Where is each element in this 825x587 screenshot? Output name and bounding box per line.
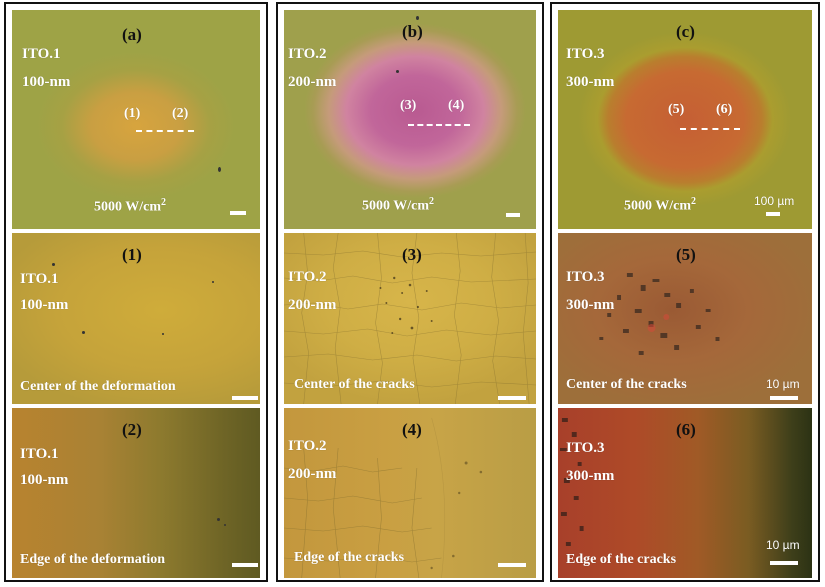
thickness-label: 300-nm: [566, 74, 615, 90]
power-density-label: 5000 W/cm2: [362, 196, 435, 214]
panel-6-edge: (6) ITO.3 300-nm Edge of the cracks 10 µ…: [558, 408, 812, 578]
panel-letter: (2): [122, 420, 142, 439]
scale-bar: [766, 212, 780, 216]
scale-bar: [498, 563, 526, 567]
scale-bar: [232, 563, 258, 567]
thickness-label: 100-nm: [20, 472, 69, 488]
scale-bar-label: 10 µm: [766, 538, 800, 552]
panel-c-overview: (c) ITO.3 300-nm (5) (6) 5000 W/cm2 100 …: [558, 10, 812, 229]
scale-bar: [230, 211, 246, 215]
caption: Edge of the cracks: [294, 550, 405, 565]
scale-bar-label: 100 µm: [754, 194, 795, 208]
panel-letter: (6): [676, 420, 696, 439]
point-label-3: (3): [400, 98, 417, 113]
sample-label: ITO.1: [20, 271, 59, 287]
panel-letter: (a): [122, 25, 142, 44]
panel-letter: (3): [402, 245, 422, 264]
sample-label: ITO.2: [288, 438, 327, 454]
caption: Center of the cracks: [294, 377, 415, 392]
panel-a-overview: (a) ITO.1 100-nm (1) (2) 5000 W/cm2: [12, 10, 260, 229]
point-label-1: (1): [124, 106, 141, 121]
caption: Edge of the cracks: [566, 552, 677, 567]
panel-letter: (c): [676, 22, 695, 41]
crack-texture: [599, 273, 720, 355]
panel-1-center: (1) ITO.1 100-nm Center of the deformati…: [12, 233, 260, 404]
scale-bar: [770, 396, 798, 400]
thickness-label: 200-nm: [288, 466, 337, 482]
crack-texture: [559, 418, 584, 546]
scale-bar: [498, 396, 526, 400]
caption: Edge of the deformation: [20, 552, 166, 567]
sample-label: ITO.2: [288, 46, 327, 62]
thickness-label: 300-nm: [566, 297, 615, 313]
panel-letter: (b): [402, 22, 423, 41]
crack-texture: [284, 417, 483, 578]
caption: Center of the cracks: [566, 377, 687, 392]
scale-bar-label: 10 µm: [766, 377, 800, 391]
panel-4-edge: (4) ITO.2 200-nm Edge of the cracks: [284, 408, 536, 578]
scale-bar: [506, 213, 520, 217]
panel-letter: (1): [122, 245, 142, 264]
column-ito1: (a) ITO.1 100-nm (1) (2) 5000 W/cm2 (1) …: [4, 2, 268, 582]
caption: Center of the deformation: [20, 379, 176, 394]
thickness-label: 200-nm: [288, 297, 337, 313]
sample-label: ITO.1: [20, 446, 59, 462]
measurement-line: [408, 124, 470, 128]
thickness-label: 100-nm: [22, 74, 71, 90]
panel-letter: (4): [402, 420, 422, 439]
measurement-line: [680, 128, 740, 132]
power-density-label: 5000 W/cm2: [624, 196, 697, 214]
sample-label: ITO.3: [566, 46, 605, 62]
sample-label: ITO.3: [566, 269, 605, 285]
sample-label: ITO.2: [288, 269, 327, 285]
panel-5-center: (5) ITO.3 300-nm Center of the cracks 10…: [558, 233, 812, 404]
panel-3-center: (3) ITO.2 200-nm Center of the cracks: [284, 233, 536, 404]
panel-2-edge: (2) ITO.1 100-nm Edge of the deformation: [12, 408, 260, 578]
thickness-label: 200-nm: [288, 74, 337, 90]
sample-label: ITO.1: [22, 46, 61, 62]
thickness-label: 300-nm: [566, 468, 615, 484]
crack-texture: [284, 233, 536, 404]
column-ito3: (c) ITO.3 300-nm (5) (6) 5000 W/cm2 100 …: [550, 2, 820, 582]
point-label-6: (6): [716, 102, 733, 117]
scale-bar: [232, 396, 258, 400]
measurement-line: [136, 130, 194, 134]
column-ito2: (b) ITO.2 200-nm (3) (4) 5000 W/cm2: [276, 2, 544, 582]
sample-label: ITO.3: [566, 440, 605, 456]
scale-bar: [770, 561, 798, 565]
thickness-label: 100-nm: [20, 297, 69, 313]
panel-letter: (5): [676, 245, 696, 264]
power-density-label: 5000 W/cm2: [94, 197, 167, 215]
point-label-2: (2): [172, 106, 189, 121]
point-label-5: (5): [668, 102, 685, 117]
point-label-4: (4): [448, 98, 465, 113]
panel-b-overview: (b) ITO.2 200-nm (3) (4) 5000 W/cm2: [284, 10, 536, 229]
